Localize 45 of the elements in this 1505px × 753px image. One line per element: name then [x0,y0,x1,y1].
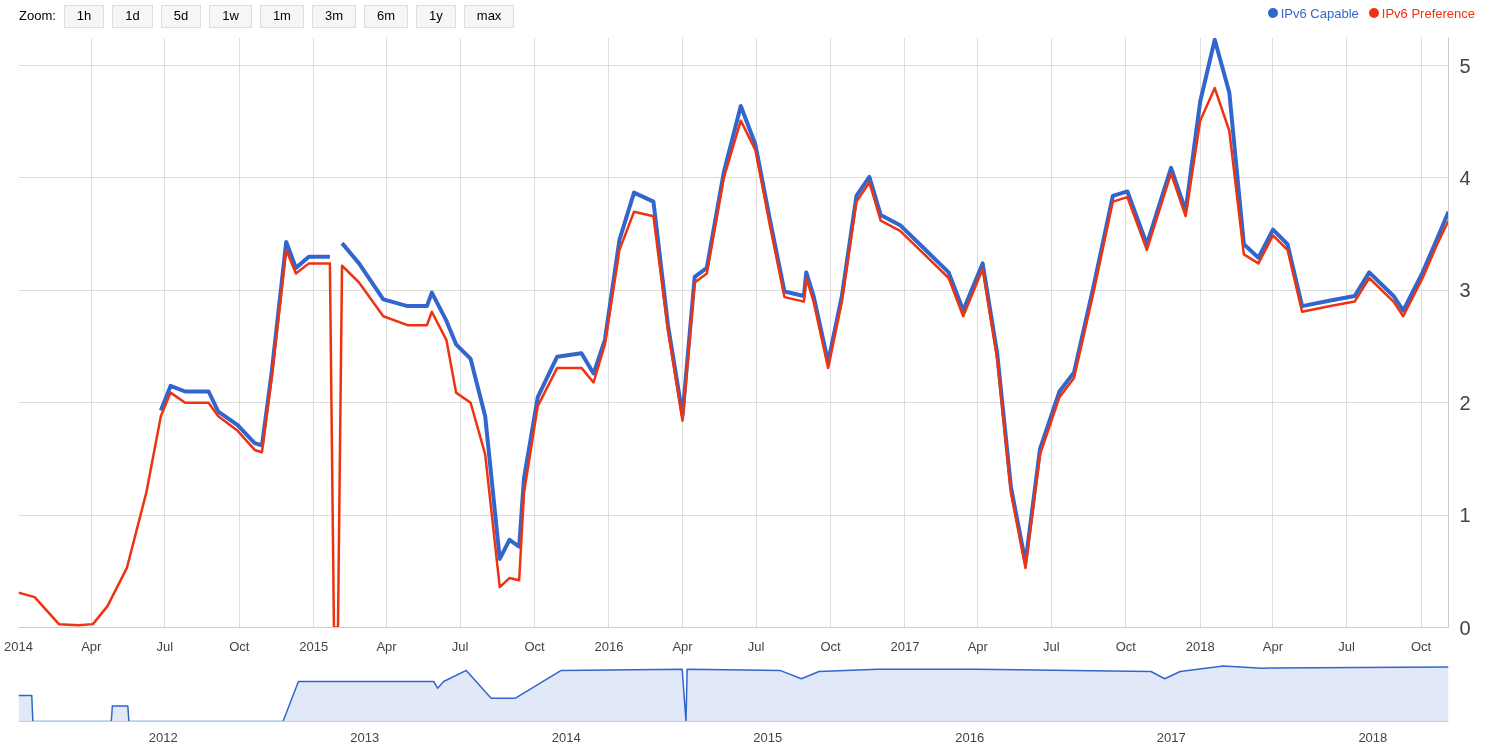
x-tick-label: 2012 [148,729,178,745]
x-tick-label: Jul [1043,638,1060,654]
x-tick-label: Apr [1262,638,1284,654]
text: 1h [63,5,105,28]
x-tick-label: Jul [747,638,765,654]
x-tick-label: 2017 [1156,729,1186,745]
x-tick-label: 2018 [1185,638,1215,654]
y-tick-label: 4 [1459,166,1471,189]
y-tick-label: 1 [1459,504,1471,527]
text: 3m [311,5,356,28]
text: 1d [112,5,153,28]
y-tick-label: 2 [1459,391,1471,414]
x-tick-label: Jul [1338,638,1356,654]
legend-label: IPv6 Capable [1279,5,1359,23]
x-tick-label: Oct [1115,638,1137,654]
text: 1w [209,5,252,28]
x-tick-label: Apr [81,638,103,654]
x-tick-label: Oct [820,638,842,654]
x-tick-label: 2013 [350,729,380,745]
x-tick-label: Oct [1410,638,1432,654]
x-tick-label: Jul [156,638,174,654]
x-tick-label: 2018 [1358,729,1388,745]
x-tick-label: 2014 [551,729,581,745]
text: 1y [416,5,456,28]
x-tick-label: Apr [967,638,989,654]
text: 6m [364,5,409,28]
x-tick-label: 2016 [594,638,624,654]
x-tick-label: Apr [376,638,398,654]
x-tick-label: Oct [524,638,546,654]
text: max [463,5,515,28]
x-tick-label: Oct [229,638,250,654]
y-tick-label: 5 [1459,54,1471,77]
x-tick-label: 2016 [955,729,985,745]
x-tick-label: 2015 [299,638,329,654]
x-tick-label: 2015 [753,729,783,745]
x-tick-label: 2014 [4,638,33,654]
y-tick-label: 0 [1459,616,1471,639]
legend-label: IPv6 Preference [1380,5,1475,23]
text: 5d [160,5,202,28]
x-tick-label: Apr [672,638,694,654]
text: 1m [259,5,304,28]
y-tick-label: 3 [1459,279,1471,302]
x-tick-label: 2017 [890,638,920,654]
text: Zoom: [19,8,56,23]
x-tick-label: Jul [451,638,469,654]
